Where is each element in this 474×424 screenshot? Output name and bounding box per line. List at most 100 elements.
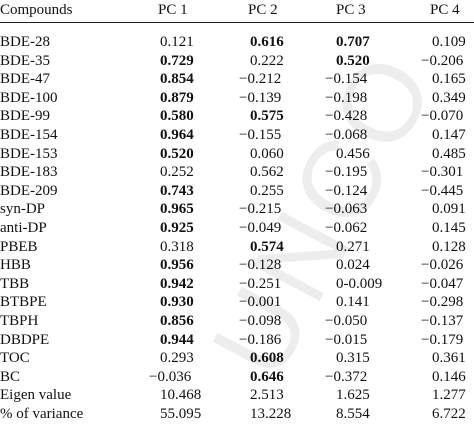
row-label: syn-DP <box>0 201 46 218</box>
value-cell: 0.854 <box>160 71 194 88</box>
column-header: PC 1 <box>158 2 188 18</box>
value-cell: 0.562 <box>250 164 284 181</box>
row-label: BDE-154 <box>0 127 58 143</box>
value-cell: 0.024 <box>336 257 370 274</box>
value-cell: 0.879 <box>160 89 194 106</box>
value-cell: −0.068 <box>325 127 368 143</box>
value-cell: 0.930 <box>160 294 194 311</box>
value-cell: 6.722 <box>432 406 466 422</box>
value-cell: 0.141 <box>336 294 370 311</box>
row-label: HBB <box>0 257 31 274</box>
value-cell: 0.361 <box>432 350 466 367</box>
value-cell: 0.109 <box>432 34 466 50</box>
value-cell: −0.154 <box>325 71 368 88</box>
value-cell: 0.318 <box>160 238 194 255</box>
value-cell: 55.095 <box>160 406 202 422</box>
value-cell: 13.228 <box>250 406 292 422</box>
column-header: PC 4 <box>430 2 460 18</box>
value-cell: 0.147 <box>432 127 466 143</box>
row-label: BDE-99 <box>0 108 50 125</box>
value-cell: −0.372 <box>325 368 368 385</box>
value-cell: −0.015 <box>325 331 368 348</box>
value-cell: −0.047 <box>421 275 464 292</box>
value-cell: −0.049 <box>239 220 282 236</box>
row-label: BC <box>0 368 21 385</box>
column-header: PC 2 <box>248 2 278 18</box>
row-label: BDE-28 <box>0 34 50 50</box>
value-cell: 0.956 <box>160 257 194 274</box>
row-label: BDE-209 <box>0 182 58 199</box>
row-label: TOC <box>0 350 30 367</box>
row-label: BDE-183 <box>0 164 58 181</box>
value-cell: 0.729 <box>160 52 194 69</box>
value-cell: −0.179 <box>421 331 464 348</box>
row-label: PBEB <box>0 238 38 255</box>
value-cell: −0.251 <box>239 275 282 292</box>
value-cell: 0.707 <box>336 34 370 50</box>
value-cell: 0.743 <box>160 182 194 199</box>
row-label: BDE-100 <box>0 89 58 106</box>
column-header: PC 3 <box>336 2 366 18</box>
value-cell: −0.139 <box>239 89 282 106</box>
value-cell: −0.298 <box>421 294 464 311</box>
value-cell: 0.608 <box>250 350 284 367</box>
value-cell: 2.513 <box>250 387 284 404</box>
value-cell: 0.574 <box>250 238 284 255</box>
value-cell: 1.277 <box>432 387 466 404</box>
row-label: BTBPE <box>0 294 47 311</box>
value-cell: 0.965 <box>160 201 194 218</box>
value-cell: 0.146 <box>432 368 466 385</box>
row-label: BDE-47 <box>0 71 50 88</box>
value-cell: −0.128 <box>239 257 282 274</box>
value-cell: 0.520 <box>160 145 194 162</box>
value-cell: −0.445 <box>421 182 464 199</box>
value-cell: −0.124 <box>325 182 368 199</box>
value-cell: −0.026 <box>421 257 464 274</box>
value-cell: 0.964 <box>160 127 194 143</box>
value-cell: 0.925 <box>160 220 194 236</box>
value-cell: 0.485 <box>432 145 466 162</box>
value-cell: 0.145 <box>432 220 466 236</box>
value-cell: 0.271 <box>336 238 370 255</box>
value-cell: −0.036 <box>149 368 192 385</box>
value-cell: 0.942 <box>160 275 194 292</box>
value-cell: 0.646 <box>250 368 284 385</box>
row-label: BDE-153 <box>0 145 58 162</box>
value-cell: 0-0.009 <box>336 275 383 292</box>
row-label: BDE-35 <box>0 52 50 69</box>
value-cell: 0.456 <box>336 145 370 162</box>
row-label: TBB <box>0 275 30 292</box>
row-label: anti-DP <box>0 220 47 236</box>
row-label: TBPH <box>0 313 39 329</box>
value-cell: −0.063 <box>325 201 368 218</box>
value-cell: −0.062 <box>325 220 368 236</box>
header-rule <box>0 22 474 23</box>
value-cell: −0.212 <box>239 71 282 88</box>
value-cell: 0.944 <box>160 331 194 348</box>
row-label: % of variance <box>0 406 84 422</box>
value-cell: 0.349 <box>432 89 466 106</box>
value-cell: 0.252 <box>160 164 194 181</box>
value-cell: −0.215 <box>239 201 282 218</box>
value-cell: −0.428 <box>325 108 368 125</box>
value-cell: −0.070 <box>421 108 464 125</box>
value-cell: 0.128 <box>432 238 466 255</box>
value-cell: 0.520 <box>336 52 370 69</box>
value-cell: 0.293 <box>160 350 194 367</box>
value-cell: 0.091 <box>432 201 466 218</box>
value-cell: 10.468 <box>160 387 202 404</box>
value-cell: −0.195 <box>325 164 368 181</box>
value-cell: −0.198 <box>325 89 368 106</box>
value-cell: 1.625 <box>336 387 370 404</box>
value-cell: 0.616 <box>250 34 284 50</box>
value-cell: −0.155 <box>239 127 282 143</box>
value-cell: 0.222 <box>250 52 284 69</box>
value-cell: 0.060 <box>250 145 284 162</box>
value-cell: 0.255 <box>250 182 284 199</box>
value-cell: −0.050 <box>325 313 368 329</box>
value-cell: −0.001 <box>239 294 282 311</box>
row-label: DBDPE <box>0 331 50 348</box>
value-cell: −0.186 <box>239 331 282 348</box>
value-cell: 0.580 <box>160 108 194 125</box>
